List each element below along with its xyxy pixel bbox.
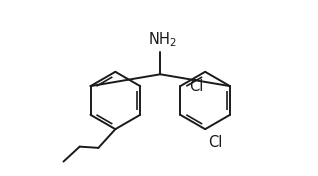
Text: Cl: Cl xyxy=(208,135,222,150)
Text: NH$_2$: NH$_2$ xyxy=(148,30,177,49)
Text: Cl: Cl xyxy=(189,79,204,94)
